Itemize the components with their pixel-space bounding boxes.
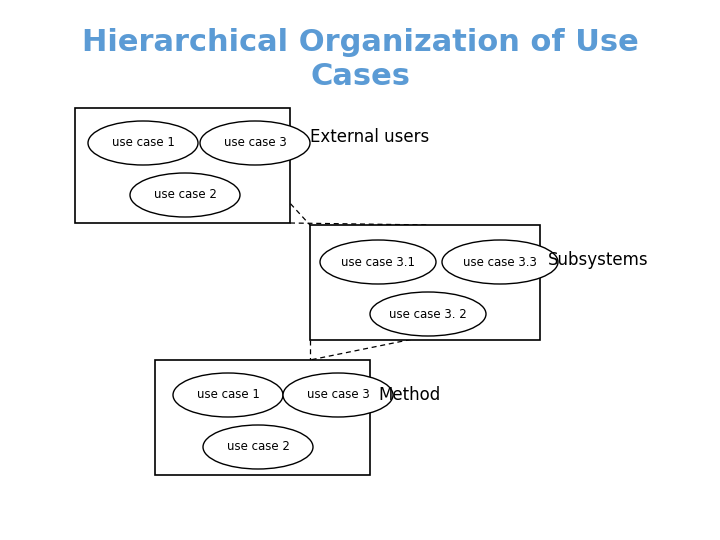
Bar [155, 360, 370, 475]
Text: Cases: Cases [310, 62, 410, 91]
Bar [310, 225, 540, 340]
Text: use case 3: use case 3 [224, 137, 287, 150]
Text: Hierarchical Organization of Use: Hierarchical Organization of Use [81, 28, 639, 57]
Text: Method: Method [378, 386, 440, 404]
Ellipse shape [200, 121, 310, 165]
Ellipse shape [203, 425, 313, 469]
Ellipse shape [283, 373, 393, 417]
Text: use case 1: use case 1 [197, 388, 259, 402]
Ellipse shape [130, 173, 240, 217]
Text: Subsystems: Subsystems [548, 251, 649, 269]
Text: use case 3.1: use case 3.1 [341, 255, 415, 268]
Ellipse shape [173, 373, 283, 417]
Text: use case 3: use case 3 [307, 388, 369, 402]
Text: use case 2: use case 2 [227, 441, 289, 454]
Text: External users: External users [310, 128, 429, 146]
Text: use case 2: use case 2 [153, 188, 217, 201]
Ellipse shape [370, 292, 486, 336]
Ellipse shape [88, 121, 198, 165]
Text: use case 3. 2: use case 3. 2 [389, 307, 467, 321]
Text: use case 1: use case 1 [112, 137, 174, 150]
Ellipse shape [442, 240, 558, 284]
Bar [75, 108, 290, 223]
Ellipse shape [320, 240, 436, 284]
Text: use case 3.3: use case 3.3 [463, 255, 537, 268]
